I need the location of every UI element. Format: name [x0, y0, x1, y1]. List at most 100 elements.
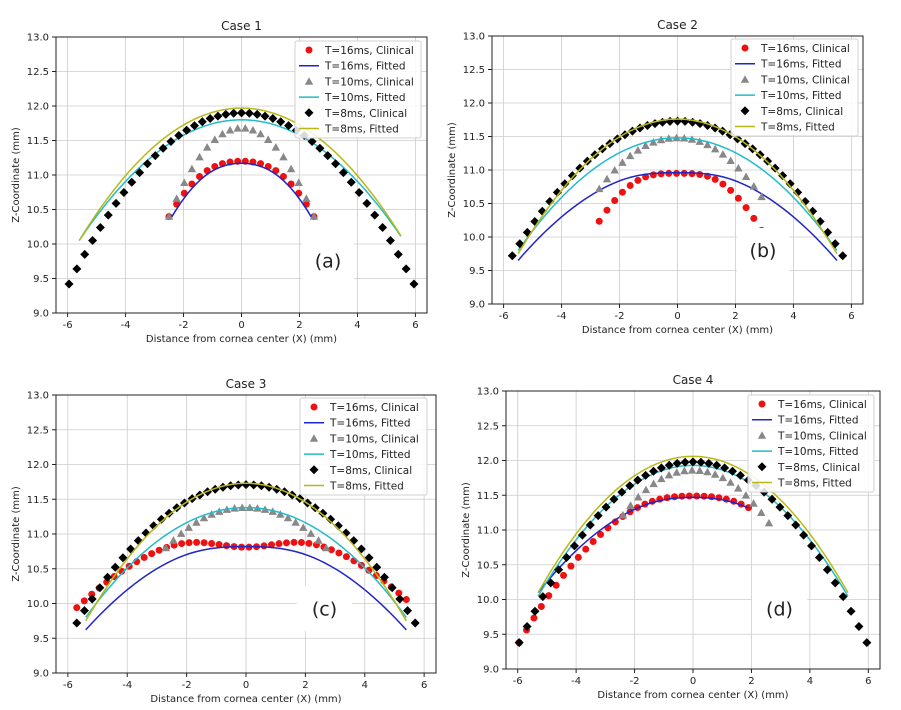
- data-point-clinical8: [103, 210, 113, 220]
- legend-entry-label: T=8ms, Fitted: [777, 478, 852, 490]
- x-tick-label: 0: [674, 311, 680, 322]
- data-point-clinical10: [602, 174, 612, 183]
- data-point-clinical8: [767, 494, 777, 504]
- data-point-clinical10: [256, 129, 265, 138]
- y-tick-label: 12.0: [463, 99, 485, 110]
- y-tick-label: 10.5: [27, 564, 49, 575]
- legend-entry-label: T=8ms, Fitted: [324, 124, 399, 136]
- series-fitted16: [85, 545, 407, 631]
- data-point-clinical10: [664, 470, 674, 479]
- legend-entry-label: T=8ms, Fitted: [329, 481, 404, 493]
- data-point-clinical16: [297, 539, 305, 547]
- data-point-clinical8: [379, 572, 389, 582]
- legend-swatch-marker: [740, 75, 750, 83]
- data-point-clinical16: [537, 603, 545, 611]
- series-fitted10: [517, 137, 838, 251]
- data-point-clinical16: [582, 545, 590, 553]
- y-tick-label: 9.5: [33, 274, 49, 285]
- data-point-clinical10: [294, 178, 303, 187]
- data-point-clinical16: [734, 194, 742, 202]
- data-point-clinical10: [641, 485, 651, 494]
- legend-entry-label: T=10ms, Fitted: [777, 446, 859, 458]
- legend-entry-label: T=16ms, Clinical: [329, 402, 419, 414]
- x-tick-label: 2: [302, 680, 308, 691]
- data-point-clinical10: [306, 529, 316, 537]
- data-point-clinical10: [195, 152, 204, 161]
- data-point-clinical10: [625, 151, 635, 160]
- legend-entry-label: T=16ms, Clinical: [324, 45, 414, 57]
- data-point-clinical8: [793, 187, 803, 197]
- x-axis-label: Distance from cornea center (X) (mm): [150, 694, 341, 705]
- data-point-clinical8: [822, 565, 832, 575]
- y-tick-label: 9.5: [469, 266, 485, 277]
- data-point-clinical16: [649, 171, 657, 179]
- y-tick-label: 10.5: [27, 205, 49, 216]
- data-point-clinical16: [696, 171, 704, 179]
- data-point-clinical8: [783, 511, 793, 521]
- chart-title: Case 4: [673, 373, 714, 387]
- data-point-clinical16: [327, 546, 335, 554]
- data-point-clinical8: [814, 552, 824, 562]
- data-point-clinical8: [213, 111, 223, 121]
- data-point-clinical16: [634, 176, 642, 184]
- legend-box: [730, 38, 859, 137]
- y-tick-label: 11.0: [477, 526, 499, 537]
- data-point-clinical8: [664, 460, 674, 470]
- data-point-clinical8: [72, 618, 82, 628]
- x-tick-label: 4: [807, 676, 813, 687]
- data-point-clinical8: [830, 578, 840, 588]
- legend-entry-label: T=10ms, Clinical: [777, 430, 867, 442]
- series-fitted8: [537, 455, 849, 593]
- data-point-clinical10: [169, 536, 178, 544]
- y-tick-label: 12.5: [463, 65, 485, 76]
- data-point-clinical8: [95, 222, 105, 232]
- data-point-clinical10: [233, 124, 242, 132]
- panel-label: (c): [312, 599, 337, 621]
- data-point-clinical16: [342, 553, 350, 561]
- chart-panel-3: -6 -4 -2 0 2 4 6 9.0 9.5 10.0 10.5 11.0 11.5 12.0 12.5…: [11, 377, 437, 705]
- data-point-clinical10: [187, 164, 197, 173]
- data-point-clinical10: [610, 165, 619, 174]
- legend-entry-label: T=10ms, Clinical: [329, 433, 419, 445]
- data-point-clinical8: [409, 279, 419, 289]
- data-point-clinical8: [838, 251, 848, 261]
- data-point-clinical16: [155, 546, 163, 554]
- x-tick-label: -6: [513, 676, 523, 687]
- data-point-clinical10: [248, 125, 258, 134]
- x-tick-label: -6: [499, 311, 509, 322]
- y-tick-label: 13.0: [27, 33, 49, 44]
- legend-swatch-marker: [304, 108, 314, 118]
- panel-label-box: [752, 586, 807, 631]
- y-tick-label: 11.0: [27, 171, 49, 182]
- y-tick-label: 10.0: [477, 595, 499, 606]
- data-point-clinical8: [775, 502, 785, 512]
- data-point-clinical16: [727, 186, 735, 194]
- x-tick-label: 2: [296, 320, 302, 331]
- data-point-clinical10: [283, 513, 293, 522]
- x-axis-label: Distance from cornea center (X) (mm): [582, 325, 773, 336]
- data-point-clinical8: [601, 502, 611, 512]
- legend-swatch-marker: [741, 44, 749, 52]
- data-point-clinical16: [402, 596, 410, 604]
- y-tick-label: 11.0: [27, 530, 49, 541]
- y-axis-label: Z-Coordinate (mm): [11, 127, 22, 223]
- data-point-clinical16: [603, 206, 611, 214]
- y-tick-label: 11.5: [27, 495, 49, 506]
- data-point-clinical10: [199, 513, 209, 522]
- data-point-clinical8: [323, 151, 333, 161]
- data-point-clinical10: [595, 184, 604, 193]
- series-line-fitted8: [517, 118, 838, 255]
- data-point-clinical8: [338, 168, 348, 178]
- y-tick-label: 9.0: [33, 309, 49, 320]
- chart-panel-2: -6 -4 -2 0 2 4 6 9.0 9.5 10.0 10.5 11.0 11.5 12.0 12.5…: [447, 18, 864, 336]
- y-tick-label: 10.5: [463, 199, 485, 210]
- x-tick-label: 6: [848, 311, 854, 322]
- data-point-clinical8: [617, 487, 627, 497]
- series-line-fitted8: [85, 482, 407, 622]
- data-point-clinical8: [241, 480, 251, 490]
- data-point-clinical8: [260, 111, 270, 121]
- y-tick-label: 13.0: [27, 391, 49, 402]
- data-point-clinical8: [237, 108, 246, 118]
- data-point-clinical16: [275, 540, 283, 548]
